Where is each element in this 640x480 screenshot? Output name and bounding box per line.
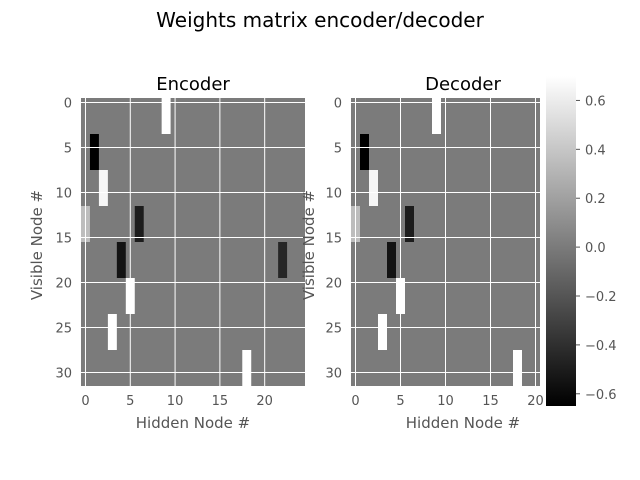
figure-title: Weights matrix encoder/decoder bbox=[156, 8, 484, 32]
decoder-weight-cell bbox=[360, 134, 369, 170]
encoder-weight-cell bbox=[161, 98, 171, 134]
encoder-weight-cell bbox=[116, 242, 126, 278]
decoder-y-tick-label: 25 bbox=[325, 322, 342, 337]
colorbar-tick-label: −0.4 bbox=[585, 339, 617, 354]
decoder-x-tick-label: 10 bbox=[437, 394, 454, 409]
encoder-weight-cell bbox=[107, 314, 117, 350]
decoder-weight-cell bbox=[432, 98, 441, 134]
colorbar-tick-label: 0.0 bbox=[585, 241, 606, 256]
decoder-title: Decoder bbox=[425, 74, 501, 95]
encoder-panel: Encoder 0 5 10 15 20 0 5 10 15 20 25 30 Hidden Node… bbox=[28, 74, 305, 432]
decoder-y-tick-label: 30 bbox=[325, 367, 342, 382]
encoder-weight-cell bbox=[134, 206, 144, 242]
encoder-heatmap: 0 5 10 15 20 0 5 10 15 20 25 30 bbox=[55, 97, 305, 409]
encoder-ylabel: Visible Node # bbox=[28, 190, 46, 300]
encoder-weight-cell bbox=[98, 170, 108, 206]
decoder-weight-cell bbox=[369, 170, 378, 206]
colorbar-tick-label: 0.2 bbox=[585, 192, 606, 207]
decoder-x-tick-label: 15 bbox=[482, 394, 499, 409]
decoder-y-tick-label: 10 bbox=[325, 187, 342, 202]
encoder-y-tick-label: 0 bbox=[64, 97, 72, 112]
decoder-xlabel: Hidden Node # bbox=[406, 414, 520, 432]
encoder-xlabel: Hidden Node # bbox=[136, 414, 250, 432]
decoder-ylabel: Visible Node # bbox=[300, 190, 318, 300]
encoder-y-tick-label: 20 bbox=[55, 277, 72, 292]
decoder-y-tick-label: 5 bbox=[334, 142, 342, 157]
encoder-x-tick-label: 10 bbox=[167, 394, 184, 409]
colorbar-gradient bbox=[546, 76, 576, 406]
encoder-y-tick-label: 10 bbox=[55, 187, 72, 202]
decoder-weight-cell bbox=[513, 350, 522, 386]
decoder-y-tick-label: 15 bbox=[325, 232, 342, 247]
decoder-weight-cell bbox=[378, 314, 387, 350]
decoder-x-tick-label: 20 bbox=[527, 394, 544, 409]
encoder-y-tick-label: 25 bbox=[55, 322, 72, 337]
colorbar-tick-label: −0.2 bbox=[585, 290, 617, 305]
decoder-heatmap: 0 5 10 15 20 0 5 10 15 20 25 30 bbox=[325, 97, 543, 410]
encoder-x-tick-label: 0 bbox=[81, 394, 89, 409]
encoder-x-tick-label: 15 bbox=[212, 394, 229, 409]
colorbar-tick-label: −0.6 bbox=[585, 388, 617, 403]
encoder-title: Encoder bbox=[156, 74, 230, 95]
decoder-weight-cell bbox=[387, 242, 396, 278]
decoder-y-tick-label: 0 bbox=[334, 97, 342, 112]
encoder-weight-cell bbox=[242, 350, 252, 386]
encoder-weight-cell bbox=[89, 134, 99, 170]
decoder-x-tick-label: 0 bbox=[351, 394, 359, 409]
colorbar-tick-label: 0.4 bbox=[585, 143, 606, 158]
decoder-y-tick-label: 20 bbox=[325, 277, 342, 292]
colorbar: 0.6 0.4 0.2 0.0 −0.2 −0.4 −0.6 bbox=[546, 76, 617, 406]
encoder-y-tick-label: 5 bbox=[64, 142, 72, 157]
colorbar-ticks: 0.6 0.4 0.2 0.0 −0.2 −0.4 −0.6 bbox=[576, 94, 617, 403]
colorbar-tick-label: 0.6 bbox=[585, 94, 606, 109]
encoder-x-tick-label: 20 bbox=[256, 394, 273, 409]
encoder-x-tick-label: 5 bbox=[126, 394, 134, 409]
decoder-weight-cell bbox=[405, 206, 414, 242]
encoder-y-tick-label: 30 bbox=[55, 367, 72, 382]
encoder-weight-cell bbox=[278, 242, 288, 278]
decoder-x-tick-label: 5 bbox=[396, 394, 404, 409]
encoder-y-tick-label: 15 bbox=[55, 232, 72, 247]
decoder-panel: Decoder 0 5 10 15 20 0 5 10 15 20 25 30 Hidden Node… bbox=[300, 74, 544, 432]
